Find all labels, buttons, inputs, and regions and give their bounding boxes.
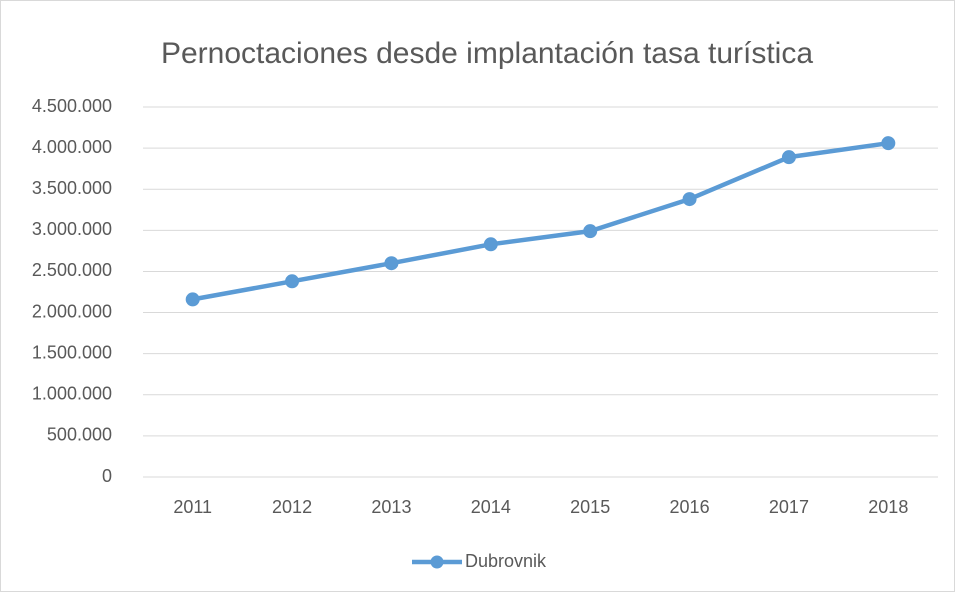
- x-tick-label: 2013: [371, 497, 411, 517]
- x-tick-label: 2015: [570, 497, 610, 517]
- y-tick-label: 1.500.000: [32, 342, 112, 362]
- data-point: [185, 292, 200, 307]
- x-tick-label: 2016: [670, 497, 710, 517]
- x-tick-label: 2014: [471, 497, 511, 517]
- x-tick-label: 2011: [173, 497, 212, 517]
- y-tick-label: 4.000.000: [32, 137, 112, 157]
- chart-title: Pernoctaciones desde implantación tasa t…: [161, 37, 813, 70]
- data-point: [682, 192, 697, 207]
- y-tick-label: 2.500.000: [32, 260, 112, 280]
- y-tick-label: 1.000.000: [32, 384, 112, 404]
- data-point: [483, 237, 498, 252]
- data-point: [384, 256, 399, 271]
- data-point: [781, 150, 796, 165]
- x-tick-label: 2012: [272, 497, 312, 517]
- legend-label: Dubrovnik: [465, 551, 547, 571]
- data-point: [583, 224, 598, 239]
- y-tick-label: 500.000: [47, 425, 112, 445]
- y-tick-label: 4.500.000: [32, 96, 112, 116]
- x-tick-label: 2017: [769, 497, 809, 517]
- y-tick-label: 2.000.000: [32, 301, 112, 321]
- data-point: [285, 274, 300, 289]
- y-tick-label: 3.500.000: [32, 178, 112, 198]
- data-point: [881, 136, 896, 151]
- y-tick-label: 0: [102, 466, 112, 486]
- x-tick-label: 2018: [868, 497, 908, 517]
- legend-marker: [430, 555, 444, 569]
- series-line: [190, 140, 891, 302]
- y-tick-label: 3.000.000: [32, 219, 112, 239]
